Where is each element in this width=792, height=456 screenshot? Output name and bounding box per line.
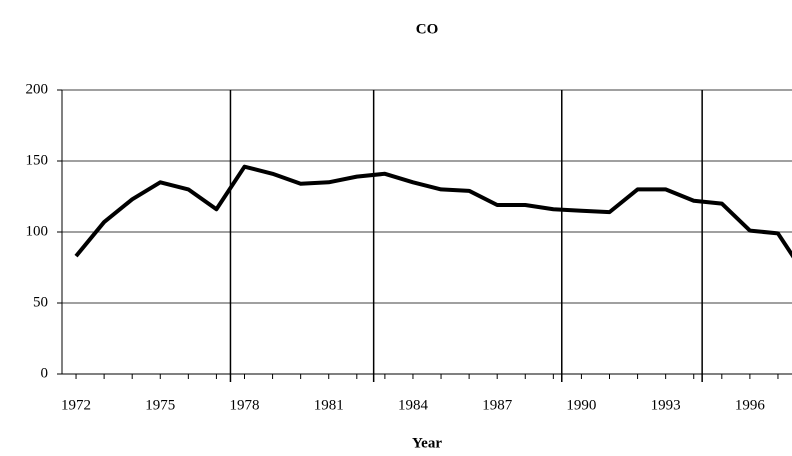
x-axis-label: Year	[412, 435, 442, 451]
y-tick-label: 150	[26, 152, 49, 168]
x-tick-label: 1990	[566, 397, 596, 413]
y-tick-label: 200	[26, 81, 49, 97]
data-line	[74, 164, 792, 259]
y-tick-label: 50	[33, 294, 48, 310]
y-tick-label: 100	[26, 223, 49, 239]
x-tick-label: 1975	[145, 397, 175, 413]
x-tick-label: 1981	[314, 397, 344, 413]
x-tick-label: 1978	[230, 397, 260, 413]
chart-title: CO	[416, 21, 439, 37]
x-tick-label: 1984	[398, 397, 429, 413]
x-tick-label: 1996	[735, 397, 766, 413]
y-tick-label: 0	[41, 365, 49, 381]
x-tick-label: 1972	[61, 397, 91, 413]
x-tick-label: 1987	[482, 397, 513, 413]
x-tick-label: 1993	[651, 397, 681, 413]
